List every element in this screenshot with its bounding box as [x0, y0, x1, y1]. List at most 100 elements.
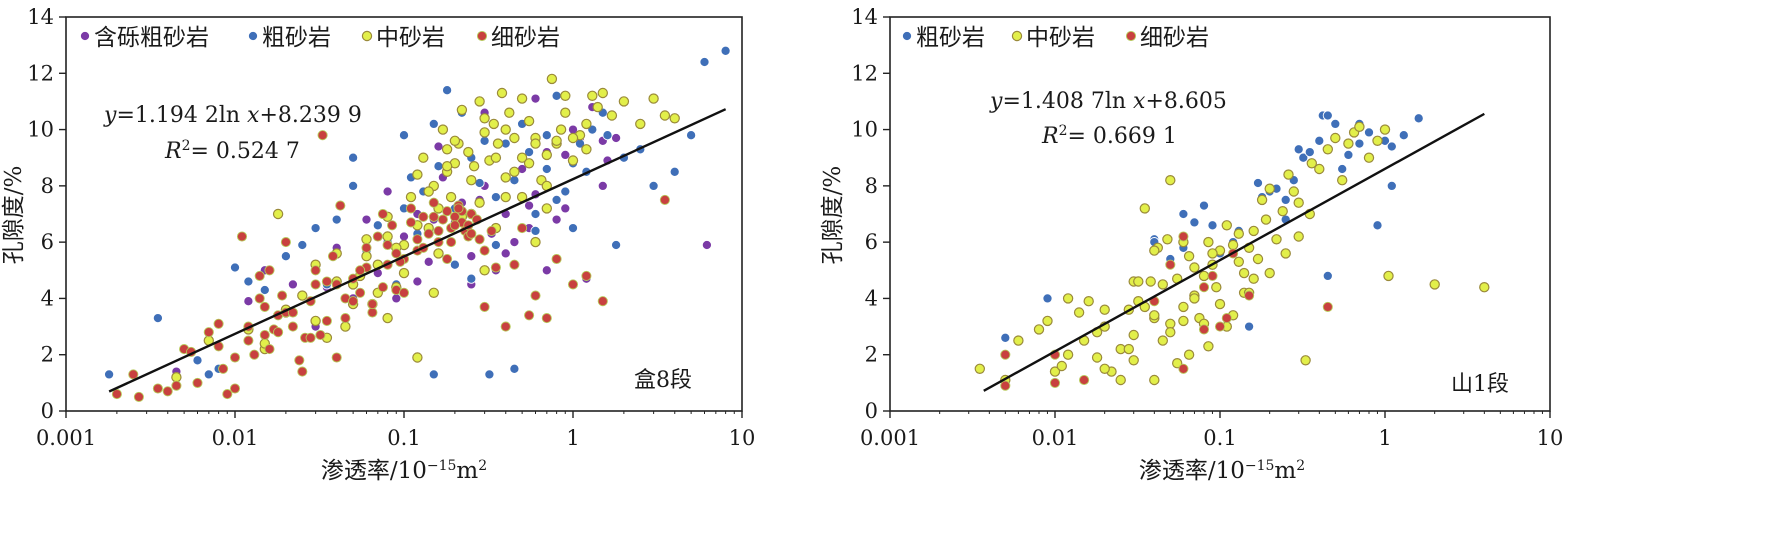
point-fine_sandstone	[273, 327, 284, 338]
xlabel-sup: −15	[427, 458, 457, 474]
point-medium_sandstone	[1099, 363, 1110, 374]
point-pebbly_coarse_sandstone	[243, 296, 254, 307]
point-coarse_sandstone	[490, 239, 501, 251]
axis-ticks: 0.001 0.01 0.1 1 10 0 2 4 6 8 10 12 14	[851, 5, 1563, 450]
point-medium_sandstone	[541, 149, 553, 161]
point-medium_sandstone	[423, 186, 434, 197]
point-medium_sandstone	[1198, 270, 1210, 282]
point-fine_sandstone	[254, 270, 265, 281]
point-pebbly_coarse_sandstone	[541, 265, 552, 276]
point-medium_sandstone	[340, 321, 351, 332]
point-fine_sandstone	[530, 290, 541, 301]
point-medium_sandstone	[551, 135, 562, 146]
xlabel-sup2: 2	[1296, 458, 1305, 474]
point-fine_sandstone	[479, 245, 490, 256]
point-fine_sandstone	[1165, 259, 1176, 270]
point-fine_sandstone	[249, 349, 260, 360]
point-medium_sandstone	[567, 132, 579, 144]
point-fine_sandstone	[509, 259, 520, 270]
panel-label: 山1段	[1451, 372, 1509, 397]
point-medium_sandstone	[361, 251, 372, 262]
point-medium_sandstone	[1062, 293, 1074, 304]
point-fine_sandstone	[1178, 363, 1189, 374]
point-coarse_sandstone	[1252, 177, 1264, 189]
point-fine_sandstone	[453, 203, 464, 214]
point-fine_sandstone	[377, 282, 388, 293]
point-medium_sandstone	[509, 166, 520, 177]
point-medium_sandstone	[1178, 301, 1189, 313]
point-pebbly_coarse_sandstone	[551, 214, 562, 225]
point-fine_sandstone	[348, 296, 359, 307]
point-medium_sandstone	[445, 191, 457, 203]
point-medium_sandstone	[1260, 214, 1272, 225]
point-coarse_sandstone	[551, 90, 562, 101]
r2-text: = 0.524 7	[191, 139, 300, 164]
point-pebbly_coarse_sandstone	[433, 141, 444, 152]
point-coarse_sandstone	[560, 186, 571, 197]
eq-rest: +8.239 9	[259, 103, 361, 128]
r-squared: R2= 0.524 7	[164, 138, 300, 164]
point-medium_sandstone	[1330, 132, 1341, 144]
r-squared: R2= 0.669 1	[1041, 123, 1177, 149]
point-fine_sandstone	[372, 231, 383, 242]
point-coarse_sandstone	[567, 223, 579, 234]
point-fine_sandstone	[297, 366, 308, 377]
point-medium_sandstone	[1306, 158, 1318, 169]
point-fine_sandstone	[597, 296, 608, 307]
point-fine_sandstone	[382, 239, 393, 251]
point-coarse_sandstone	[442, 85, 453, 96]
point-fine_sandstone	[254, 293, 265, 304]
point-fine_sandstone	[315, 329, 326, 341]
eq-x: x	[1133, 89, 1146, 114]
point-medium_sandstone	[555, 124, 567, 135]
point-medium_sandstone	[1300, 355, 1311, 366]
point-medium_sandstone	[1183, 251, 1195, 262]
point-medium_sandstone	[1149, 374, 1160, 386]
point-fine_sandstone	[486, 225, 497, 236]
point-fine_sandstone	[541, 313, 552, 324]
legend-label: 细砂岩	[1140, 25, 1209, 51]
point-medium_sandstone	[1099, 304, 1110, 315]
point-fine_sandstone	[449, 220, 460, 231]
y-tick-label: 14	[27, 5, 54, 29]
point-coarse_sandstone	[1314, 135, 1325, 146]
point-coarse_sandstone	[686, 130, 697, 141]
point-fine_sandstone	[446, 237, 457, 248]
point-coarse_sandstone	[648, 180, 659, 191]
point-fine_sandstone	[1000, 380, 1011, 391]
point-pebbly_coarse_sandstone	[412, 276, 423, 287]
point-fine_sandstone	[567, 279, 579, 290]
point-fine_sandstone	[310, 279, 321, 290]
point-medium_sandstone	[516, 93, 528, 104]
point-medium_sandstone	[1207, 248, 1218, 259]
point-medium_sandstone	[479, 265, 490, 276]
point-coarse_sandstone	[192, 355, 203, 366]
point-coarse_sandstone	[1398, 130, 1409, 141]
point-medium_sandstone	[1178, 315, 1189, 327]
point-coarse_sandstone	[372, 220, 383, 231]
point-fine_sandstone	[423, 228, 434, 239]
point-fine_sandstone	[294, 355, 305, 366]
point-medium_sandstone	[1211, 282, 1222, 293]
legend-marker-medium_sandstone	[1011, 30, 1023, 42]
point-medium_sandstone	[1183, 349, 1195, 360]
point-fine_sandstone	[490, 262, 501, 273]
point-coarse_sandstone	[449, 259, 460, 270]
point-fine_sandstone	[218, 363, 229, 374]
legend: 粗砂岩 中砂岩 细砂岩	[901, 25, 1209, 51]
point-pebbly_coarse_sandstone	[509, 237, 520, 248]
y-tick-label: 4	[41, 286, 54, 310]
point-medium_sandstone	[1264, 183, 1275, 194]
point-medium_sandstone	[1363, 152, 1375, 163]
point-medium_sandstone	[1073, 307, 1085, 318]
point-medium_sandstone	[581, 118, 592, 130]
point-coarse_sandstone	[1207, 220, 1218, 231]
point-pebbly_coarse_sandstone	[560, 203, 571, 214]
point-medium_sandstone	[1372, 135, 1383, 146]
x-tick-label: 0.1	[1203, 426, 1236, 450]
point-medium_sandstone	[1049, 366, 1061, 377]
point-pebbly_coarse_sandstone	[530, 93, 541, 104]
point-medium_sandstone	[1062, 349, 1074, 360]
point-medium_sandstone	[1115, 374, 1126, 386]
axis-ticks: 0.001 0.01 0.1 1 10 0 2 4 6 8 10 12 14	[27, 5, 755, 450]
